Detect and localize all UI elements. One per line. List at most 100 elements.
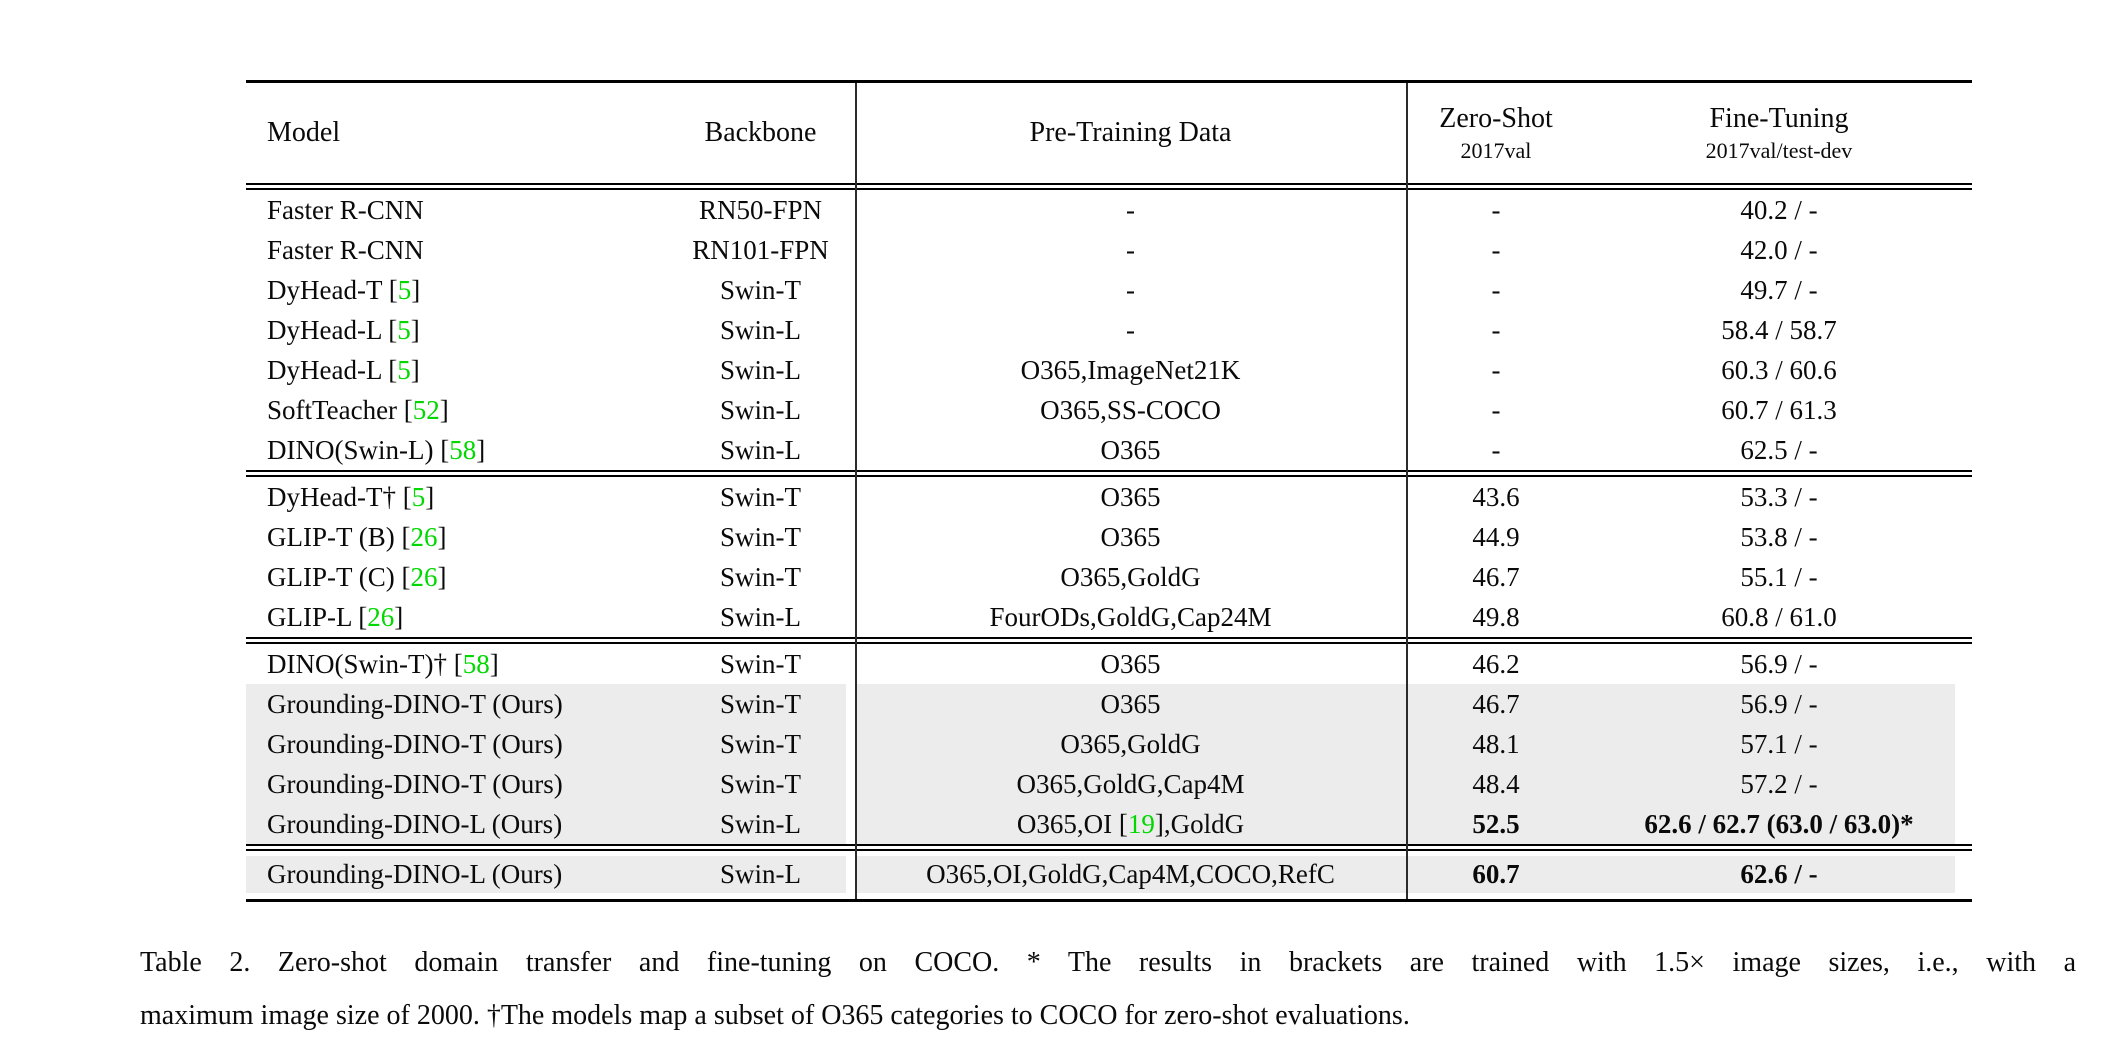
citation-link[interactable]: 58 [449, 434, 477, 465]
pretrain-cell: O365,ImageNet21K [1020, 354, 1241, 385]
table-section-best-model: Grounding-DINO-L (Ours) Swin-L O365,OI,Gol… [246, 851, 1972, 899]
pretrain-cell: O365 [855, 684, 1406, 724]
backbone-cell: Swin-T [720, 274, 801, 305]
pretrain-cell: O365,GoldG [855, 724, 1406, 764]
table-section-zeroshot-baselines: DyHead-T† [5] Swin-T O365 43.6 53.3 / - GLIP-… [246, 477, 1972, 637]
column-header-zero-shot-subtitle: 2017val [1460, 137, 1532, 163]
pretrain-cell: FourODs,GoldG,Cap24M [989, 601, 1272, 632]
fine-tuning-cell: 56.9 / - [1740, 648, 1818, 679]
zero-shot-cell: 60.7 [1406, 851, 1586, 899]
table-row: Grounding-DINO-T (Ours) Swin-T O365,GoldG,… [246, 764, 1972, 804]
pretrain-cell: O365 [1100, 648, 1161, 679]
pretrain-cell: - [1126, 274, 1135, 305]
model-cell: Grounding-DINO-T (Ours) [246, 724, 666, 764]
column-header-fine-tuning: Fine-Tuning 2017val/test-dev [1586, 83, 1972, 183]
citation-link[interactable]: 26 [410, 521, 438, 552]
fine-tuning-cell: 53.8 / - [1740, 521, 1818, 552]
column-header-backbone: Backbone [704, 117, 817, 148]
zero-shot-cell: 46.2 [1472, 648, 1520, 679]
model-cell: DyHead-T† [5] [267, 481, 435, 512]
fine-tuning-cell: 60.7 / 61.3 [1721, 394, 1837, 425]
model-cell: GLIP-T (C) [26] [267, 561, 447, 592]
column-divider [855, 83, 857, 899]
zero-shot-cell: 43.6 [1472, 481, 1520, 512]
table-row: GLIP-L [26] Swin-L FourODs,GoldG,Cap24M 49.… [246, 597, 1972, 637]
zero-shot-cell: 46.7 [1472, 561, 1520, 592]
fine-tuning-cell: 55.1 / - [1740, 561, 1818, 592]
table-header-row: Model Backbone Pre-Training Data Zero-Sh… [246, 83, 1972, 183]
citation-link[interactable]: 19 [1127, 808, 1155, 839]
section-separator-rule [246, 637, 1972, 644]
model-cell: DINO(Swin-L) [58] [267, 434, 486, 465]
column-header-fine-tuning-title: Fine-Tuning [1709, 102, 1849, 134]
citation-link[interactable]: 52 [412, 394, 440, 425]
column-header-pretrain: Pre-Training Data [1029, 117, 1232, 148]
backbone-cell: Swin-T [666, 764, 855, 804]
table-row: Grounding-DINO-L (Ours) Swin-L O365,OI [19… [246, 804, 1972, 844]
table-row: DyHead-T [5] Swin-T - - 49.7 / - [246, 270, 1972, 310]
model-cell: DyHead-T [5] [267, 274, 421, 305]
citation-link[interactable]: 5 [411, 481, 426, 512]
backbone-cell: Swin-T [720, 481, 801, 512]
pretrain-cell: O365 [1100, 481, 1161, 512]
results-table: Model Backbone Pre-Training Data Zero-Sh… [246, 80, 1972, 902]
model-cell: Grounding-DINO-T (Ours) [246, 764, 666, 804]
fine-tuning-cell: 40.2 / - [1740, 194, 1818, 225]
table-row: Faster R-CNN RN101-FPN - - 42.0 / - [246, 230, 1972, 270]
backbone-cell: RN50-FPN [698, 194, 823, 225]
backbone-cell: Swin-L [720, 434, 801, 465]
backbone-cell: Swin-L [720, 314, 801, 345]
model-cell: DyHead-L [5] [267, 314, 420, 345]
section-separator-rule [246, 470, 1972, 477]
citation-link[interactable]: 5 [397, 274, 412, 305]
model-cell: Grounding-DINO-T (Ours) [246, 684, 666, 724]
model-cell: Grounding-DINO-L (Ours) [246, 851, 666, 899]
fine-tuning-cell: 60.3 / 60.6 [1721, 354, 1837, 385]
fine-tuning-cell: 60.8 / 61.0 [1721, 601, 1837, 632]
zero-shot-cell: 48.4 [1406, 764, 1586, 804]
fine-tuning-cell: 62.6 / - [1586, 851, 1972, 899]
zero-shot-cell: - [1491, 354, 1501, 385]
fine-tuning-cell: 62.5 / - [1740, 434, 1818, 465]
backbone-cell: Swin-T [720, 561, 801, 592]
model-cell: SoftTeacher [52] [267, 394, 449, 425]
model-cell: DyHead-L [5] [267, 354, 420, 385]
table-caption: Table 2. Zero-shot domain transfer and f… [140, 936, 2076, 1042]
backbone-cell: Swin-T [720, 521, 801, 552]
table-row: DINO(Swin-T)† [58] Swin-T O365 46.2 56.9 / - [246, 644, 1972, 684]
model-cell: Faster R-CNN [267, 234, 424, 265]
citation-link[interactable]: 58 [462, 648, 490, 679]
pretrain-cell: O365 [1100, 434, 1161, 465]
fine-tuning-cell: 58.4 / 58.7 [1721, 314, 1837, 345]
citation-link[interactable]: 26 [367, 601, 395, 632]
citation-link[interactable]: 5 [397, 314, 411, 345]
table-row: GLIP-T (C) [26] Swin-T O365,GoldG 46.7 55.1 … [246, 557, 1972, 597]
table-row: SoftTeacher [52] Swin-L O365,SS-COCO - 60.7 … [246, 390, 1972, 430]
column-header-zero-shot: Zero-Shot 2017val [1406, 83, 1586, 183]
column-header-zero-shot-title: Zero-Shot [1439, 102, 1553, 134]
table-row: DyHead-L [5] Swin-L O365,ImageNet21K - 60.3 … [246, 350, 1972, 390]
zero-shot-cell: 48.1 [1406, 724, 1586, 764]
pretrain-cell: O365,OI,GoldG,Cap4M,COCO,RefC [855, 851, 1406, 899]
table-caption-line1: Table 2. Zero-shot domain transfer and f… [140, 947, 2076, 978]
pretrain-cell: - [1126, 234, 1135, 265]
zero-shot-cell: 52.5 [1406, 804, 1586, 844]
model-cell: GLIP-T (B) [26] [267, 521, 447, 552]
fine-tuning-cell: 49.7 / - [1740, 274, 1818, 305]
backbone-cell: Swin-L [720, 354, 801, 385]
pretrain-cell: O365,GoldG [1060, 561, 1201, 592]
table-row: Grounding-DINO-T (Ours) Swin-T O365,GoldG 4… [246, 724, 1972, 764]
citation-link[interactable]: 26 [410, 561, 438, 592]
model-cell: GLIP-L [26] [267, 601, 404, 632]
fine-tuning-cell: 57.2 / - [1586, 764, 1972, 804]
citation-link[interactable]: 5 [397, 354, 411, 385]
zero-shot-cell: - [1491, 194, 1501, 225]
backbone-cell: Swin-L [666, 804, 855, 844]
backbone-cell: Swin-T [666, 724, 855, 764]
table-row: Grounding-DINO-T (Ours) Swin-T O365 46.7 56.… [246, 684, 1972, 724]
pretrain-cell: O365 [1100, 521, 1161, 552]
pretrain-cell: O365,SS-COCO [1040, 394, 1221, 425]
backbone-cell: Swin-T [720, 648, 801, 679]
table-caption-line2: maximum image size of 2000. †The models … [140, 1000, 1410, 1031]
